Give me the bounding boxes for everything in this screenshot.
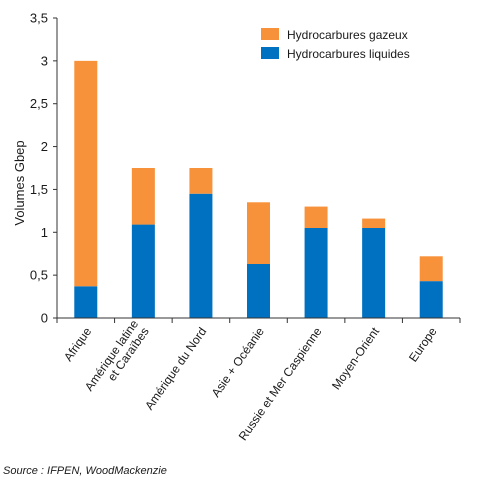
source-note: Source : IFPEN, WoodMackenzie [3, 465, 167, 477]
legend-swatch [261, 28, 279, 40]
bar-segment [304, 228, 328, 318]
y-axis-title: Volumes Gbep [12, 140, 27, 225]
legend-label: Hydrocarbures liquides [287, 47, 410, 61]
y-axis: 0 0,5 1 1,5 2 2,5 3 3,5 [30, 11, 58, 326]
x-tick-label: Amérique latineet Caraïbes [82, 317, 152, 401]
bar-segment [247, 264, 270, 318]
x-tick-label: Afrique [61, 324, 94, 363]
y-tick-label: 1 [41, 225, 48, 240]
x-tick-label: Moyen-Orient [329, 324, 383, 392]
legend: Hydrocarbures gazeux Hydrocarbures liquid… [261, 28, 410, 61]
bar-segment [362, 228, 386, 318]
bar-segment [419, 281, 443, 318]
bar-segment [247, 202, 270, 264]
x-tick-label: Asie + Océanie [209, 324, 268, 399]
bar-segment [189, 168, 213, 194]
y-tick-label: 1,5 [30, 182, 48, 197]
bar-segment [131, 168, 155, 225]
y-tick-label: 2,5 [30, 96, 48, 111]
x-tick-label: Amérique du Nord [142, 325, 209, 413]
y-tick-label: 3,5 [30, 11, 48, 26]
bars [74, 60, 443, 318]
y-tick-label: 3 [41, 53, 48, 68]
bar-segment [304, 206, 328, 228]
y-tick-label: 0,5 [30, 268, 48, 283]
bar-segment [74, 286, 98, 318]
x-tick-label: Europe [406, 324, 440, 364]
y-tick-label: 2 [41, 139, 48, 154]
bar-segment [131, 224, 155, 318]
bar-segment [362, 218, 386, 228]
legend-swatch [261, 47, 279, 59]
y-tick-label: 0 [41, 311, 48, 326]
bar-segment [74, 60, 98, 287]
bar-segment [189, 193, 213, 318]
bar-segment [419, 256, 443, 282]
legend-label: Hydrocarbures gazeux [287, 28, 408, 42]
